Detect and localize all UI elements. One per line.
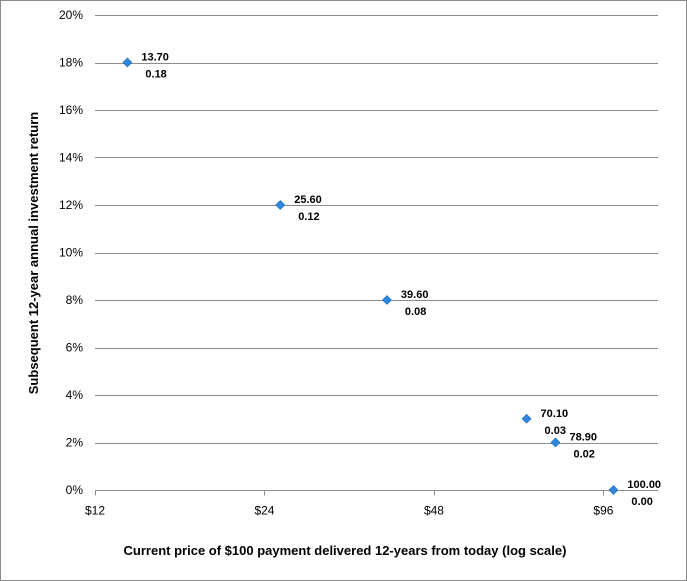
data-label-x: 100.00 bbox=[627, 479, 661, 491]
data-label-x: 78.90 bbox=[569, 432, 597, 444]
y-tick-label: 18% bbox=[59, 56, 83, 70]
data-label-y: 0.02 bbox=[573, 449, 594, 461]
data-label-y: 0.00 bbox=[631, 496, 652, 508]
y-tick-label: 8% bbox=[66, 293, 84, 307]
x-tick-label: $48 bbox=[424, 504, 444, 518]
y-tick-labels: 0% 2% 4% 6% 8% 10% 12% 14% 16% 18% 20% bbox=[59, 8, 83, 497]
data-point bbox=[608, 485, 619, 495]
y-tick-label: 0% bbox=[66, 483, 84, 497]
y-tick-label: 2% bbox=[66, 436, 84, 450]
data-label-y: 0.03 bbox=[545, 425, 566, 437]
data-point bbox=[550, 437, 561, 448]
data-label-x: 25.60 bbox=[294, 194, 322, 206]
x-tick-label: $24 bbox=[254, 504, 274, 518]
data-label-y: 0.08 bbox=[405, 306, 426, 318]
data-point bbox=[275, 200, 286, 210]
data-label-x: 13.70 bbox=[141, 52, 169, 64]
data-point bbox=[521, 413, 532, 424]
x-tick-label: $12 bbox=[85, 504, 105, 518]
y-tick-label: 10% bbox=[59, 246, 83, 260]
y-tick-label: 14% bbox=[59, 151, 83, 165]
gridlines bbox=[95, 15, 658, 444]
x-tick-labels: $12 $24 $48 $96 bbox=[85, 504, 614, 518]
y-tick-label: 12% bbox=[59, 198, 83, 212]
data-labels: 13.70 0.18 25.60 0.12 39.60 0.08 70.10 0.0378.9… bbox=[141, 52, 661, 509]
data-label-x: 39.60 bbox=[401, 289, 429, 301]
x-axis bbox=[95, 490, 658, 496]
data-label-x: 70.10 bbox=[541, 408, 569, 420]
y-tick-label: 4% bbox=[66, 388, 84, 402]
data-point bbox=[381, 295, 392, 305]
y-tick-label: 16% bbox=[59, 103, 83, 117]
y-tick-label: 20% bbox=[59, 8, 83, 22]
x-tick-label: $96 bbox=[593, 504, 613, 518]
x-axis-title: Current price of $100 payment delivered … bbox=[124, 543, 567, 558]
y-axis-title: Subsequent 12-year annual investment ret… bbox=[26, 112, 41, 395]
data-label-y: 0.12 bbox=[298, 211, 319, 223]
data-label-y: 0.18 bbox=[145, 69, 166, 81]
data-points bbox=[122, 57, 619, 495]
y-tick-label: 6% bbox=[66, 341, 84, 355]
data-point bbox=[122, 57, 133, 68]
